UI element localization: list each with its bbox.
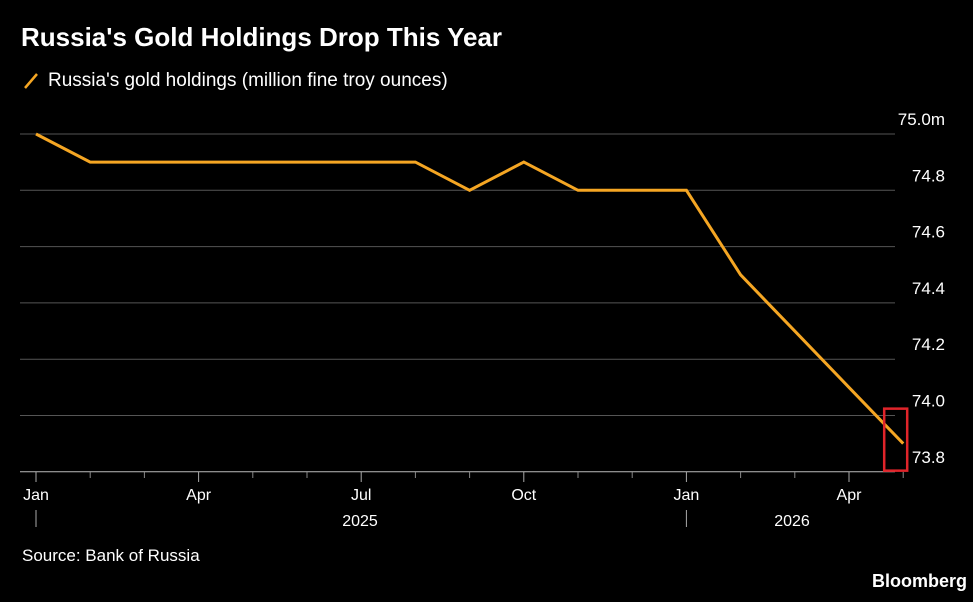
series	[35, 132, 905, 445]
source-note: Source: Bank of Russia	[22, 546, 200, 565]
x-tick-label: Jan	[23, 487, 49, 504]
year-label: 2026	[774, 513, 810, 530]
series-line	[35, 132, 905, 445]
y-tick-label: 73.8	[912, 448, 945, 467]
legend: Russia's gold holdings (million fine tro…	[22, 70, 448, 92]
highlight-box	[882, 407, 909, 472]
y-axis-labels: 75.0m 74.8 74.6 74.4 74.2 74.0 73.8	[898, 110, 945, 467]
y-tick-label: 74.0	[912, 392, 945, 411]
year-label: 2025	[342, 513, 378, 530]
x-tick-label: Apr	[837, 487, 863, 504]
highlight	[882, 407, 909, 472]
grid-lines	[20, 133, 895, 473]
x-tick-label: Apr	[186, 487, 212, 504]
x-axis: Jan Apr Jul Oct Jan Apr 2025 2026	[23, 472, 904, 530]
x-tick-label: Jul	[351, 487, 371, 504]
chart-title: Russia's Gold Holdings Drop This Year	[21, 22, 503, 52]
y-tick-label: 74.2	[912, 335, 945, 354]
legend-label: Russia's gold holdings (million fine tro…	[48, 70, 448, 91]
brand-logo: Bloomberg	[871, 571, 967, 591]
y-tick-label: 74.4	[912, 279, 945, 298]
x-tick-label: Jan	[674, 487, 700, 504]
x-tick-label: Oct	[511, 487, 536, 504]
y-tick-label: 74.8	[912, 166, 945, 185]
y-tick-label: 74.6	[912, 223, 945, 242]
y-tick-label: 75.0m	[898, 110, 945, 129]
legend-line-icon	[24, 73, 38, 89]
